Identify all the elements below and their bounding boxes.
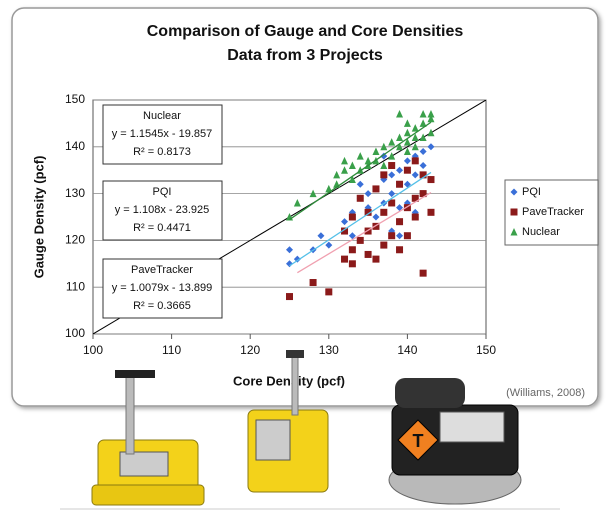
annotation-text: R² = 0.3665 <box>133 300 191 312</box>
point <box>286 293 293 300</box>
point <box>412 157 419 164</box>
annotation-text: PQI <box>153 186 172 198</box>
x-axis-label: Core Density (pcf) <box>233 373 345 388</box>
point <box>388 162 395 169</box>
annotation: Nuclear y = 1.1545x - 19.857 R² = 0.8173 <box>103 105 222 164</box>
point <box>357 195 364 202</box>
point <box>372 185 379 192</box>
chart-title: Comparison of Gauge and Core Densities <box>147 23 464 40</box>
legend-label: Nuclear <box>522 226 560 238</box>
annotation-text: PaveTracker <box>131 264 193 276</box>
y-axis-label: Gauge Density (pcf) <box>31 156 46 279</box>
point <box>404 232 411 239</box>
point <box>325 288 332 295</box>
point <box>396 218 403 225</box>
y-tick-label: 110 <box>66 279 85 293</box>
device-logo: T <box>413 431 424 451</box>
annotation-text: y = 1.108x - 23.925 <box>115 204 209 216</box>
page: Comparison of Gauge and Core Densities D… <box>0 0 611 513</box>
point <box>404 167 411 174</box>
point <box>372 256 379 263</box>
x-tick-label: 110 <box>162 343 181 357</box>
annotation-text: y = 1.1545x - 19.857 <box>112 128 213 140</box>
source: (Williams, 2008) <box>506 387 585 399</box>
annotation-text: R² = 0.4471 <box>133 222 191 234</box>
y-tick-label: 120 <box>65 233 85 247</box>
x-tick-label: 140 <box>397 343 417 357</box>
x-tick-label: 130 <box>319 343 339 357</box>
legend-label: PQI <box>522 186 541 198</box>
point <box>396 246 403 253</box>
x-tick-label: 100 <box>83 343 103 357</box>
annotation: PQI y = 1.108x - 23.925 R² = 0.4471 <box>103 181 222 240</box>
legend: PQI PaveTracker Nuclear <box>505 180 598 245</box>
x-tick-label: 120 <box>240 343 260 357</box>
point <box>357 237 364 244</box>
point <box>420 270 427 277</box>
point <box>365 251 372 258</box>
annotation: PaveTracker y = 1.0079x - 13.899 R² = 0.36… <box>103 259 222 318</box>
plot: 100 110 120 130 140 150 100 110 120 130 140 150 Nucl… <box>65 92 496 357</box>
x-tick-label: 150 <box>476 343 496 357</box>
y-tick-label: 100 <box>65 326 85 340</box>
point <box>380 209 387 216</box>
chart-subtitle: Data from 3 Projects <box>227 47 383 64</box>
point <box>341 256 348 263</box>
point <box>427 176 434 183</box>
point <box>380 242 387 249</box>
y-tick-label: 130 <box>65 186 85 200</box>
annotation-text: y = 1.0079x - 13.899 <box>112 282 213 294</box>
point <box>349 260 356 267</box>
point <box>349 246 356 253</box>
annotation-text: Nuclear <box>143 110 181 122</box>
annotation-text: R² = 0.8173 <box>133 146 191 158</box>
legend-label: PaveTracker <box>522 206 584 218</box>
chart: Comparison of Gauge and Core Densities D… <box>0 0 611 513</box>
point <box>380 171 387 178</box>
point <box>388 232 395 239</box>
legend-marker <box>511 209 518 216</box>
point <box>412 214 419 221</box>
point <box>310 279 317 286</box>
point <box>349 214 356 221</box>
y-tick-label: 150 <box>65 92 85 106</box>
point <box>396 181 403 188</box>
point <box>427 209 434 216</box>
y-tick-label: 140 <box>65 139 85 153</box>
